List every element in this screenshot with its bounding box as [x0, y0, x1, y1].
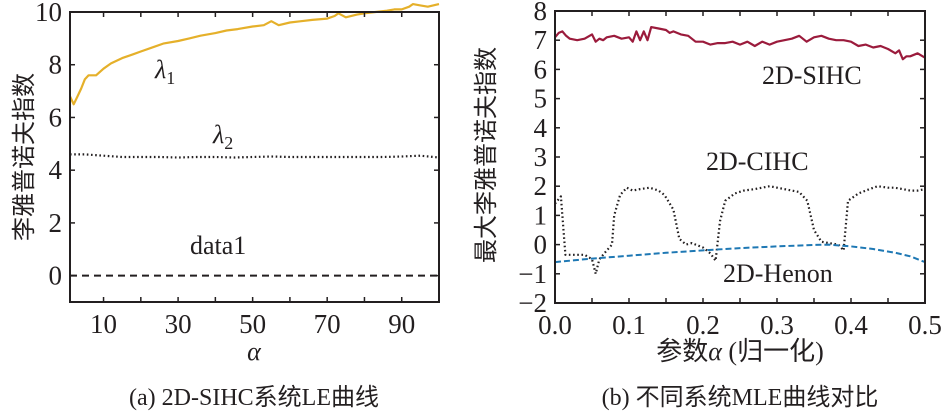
y-tick-label-a: 0 — [49, 261, 63, 291]
series-label-2d-sihc: 2D-SIHC — [762, 61, 862, 90]
y-tick-label-a: 6 — [49, 102, 63, 132]
series-label-2d-henon: 2D-Henon — [723, 259, 833, 288]
y-tick-label-a: 8 — [49, 50, 63, 80]
panel-b: 最大李雅普诺夫指数 0.0 0.1 0.2 0.3 0.4 0.5 −2−101234567… — [472, 0, 942, 411]
lambda2-subscript: 2 — [224, 133, 233, 153]
series-label-lambda1: λ1 — [154, 55, 175, 88]
series-line--2 — [70, 153, 440, 159]
lambda1-subscript: 1 — [166, 68, 175, 88]
x-tick-label-a: 50 — [239, 309, 266, 339]
y-tick-label-b: 6 — [534, 54, 548, 84]
series-line-2d-sihc — [554, 26, 926, 61]
x-tick-label-b: 0.0 — [538, 310, 572, 340]
y-axis-label-a: 李雅普诺夫指数 — [10, 73, 38, 241]
x-label-suffix: (归一化) — [722, 337, 824, 366]
x-axis-label-a: α — [247, 337, 262, 366]
y-tick-label-b: 1 — [534, 200, 548, 230]
x-tick-label-b: 0.2 — [686, 310, 720, 340]
x-tick-label-b: 0.4 — [834, 310, 868, 340]
x-tick-label-a: 70 — [314, 309, 341, 339]
x-axis-label-b: 参数α (归一化) — [656, 337, 824, 366]
x-tick-label-a: 10 — [90, 309, 117, 339]
x-tick-label-a: 90 — [388, 309, 415, 339]
y-tick-label-b: 4 — [534, 113, 548, 143]
x-tick-label-b: 0.5 — [908, 310, 942, 340]
plot-area-a — [69, 2, 440, 277]
y-tick-label-b: 0 — [534, 230, 548, 260]
y-tick-label-b: −2 — [518, 288, 547, 318]
y-tick-label-b: 7 — [534, 25, 548, 55]
series-line-2d-henon — [554, 243, 926, 264]
x-label-prefix: 参数 — [656, 337, 708, 366]
y-tick-label-b: 3 — [534, 142, 548, 172]
x-tick-label-b: 0.3 — [760, 310, 794, 340]
y-tick-label-a: 2 — [49, 208, 63, 238]
y-tick-label-a: 10 — [35, 0, 62, 27]
x-label-symbol: α — [708, 337, 723, 366]
x-tick-label-a: 30 — [165, 309, 192, 339]
lambda1-symbol: λ — [154, 55, 166, 84]
series-label-data1: data1 — [190, 231, 246, 260]
y-tick-label-b: 2 — [534, 171, 548, 201]
ticks-a: 10 30 50 70 90 0 2 4 6 8 10 — [35, 0, 439, 339]
axes-frame-a — [69, 11, 440, 303]
series-label-lambda2: λ2 — [212, 120, 233, 153]
y-tick-label-b: 8 — [534, 0, 548, 26]
lambda2-symbol: λ — [212, 120, 224, 149]
caption-b: (b) 不同系统MLE曲线对比 — [602, 384, 879, 411]
y-axis-label-b: 最大李雅普诺夫指数 — [472, 47, 500, 263]
y-tick-label-a: 4 — [49, 155, 63, 185]
x-tick-label-b: 0.1 — [612, 310, 646, 340]
y-tick-label-b: 5 — [534, 84, 548, 114]
caption-a: (a) 2D-SIHC系统LE曲线 — [129, 384, 379, 411]
plot-area-b — [554, 26, 926, 275]
series-label-2d-cihc: 2D-CIHC — [706, 147, 809, 176]
series-line--1 — [69, 2, 440, 106]
y-tick-label-b: −1 — [518, 259, 547, 289]
